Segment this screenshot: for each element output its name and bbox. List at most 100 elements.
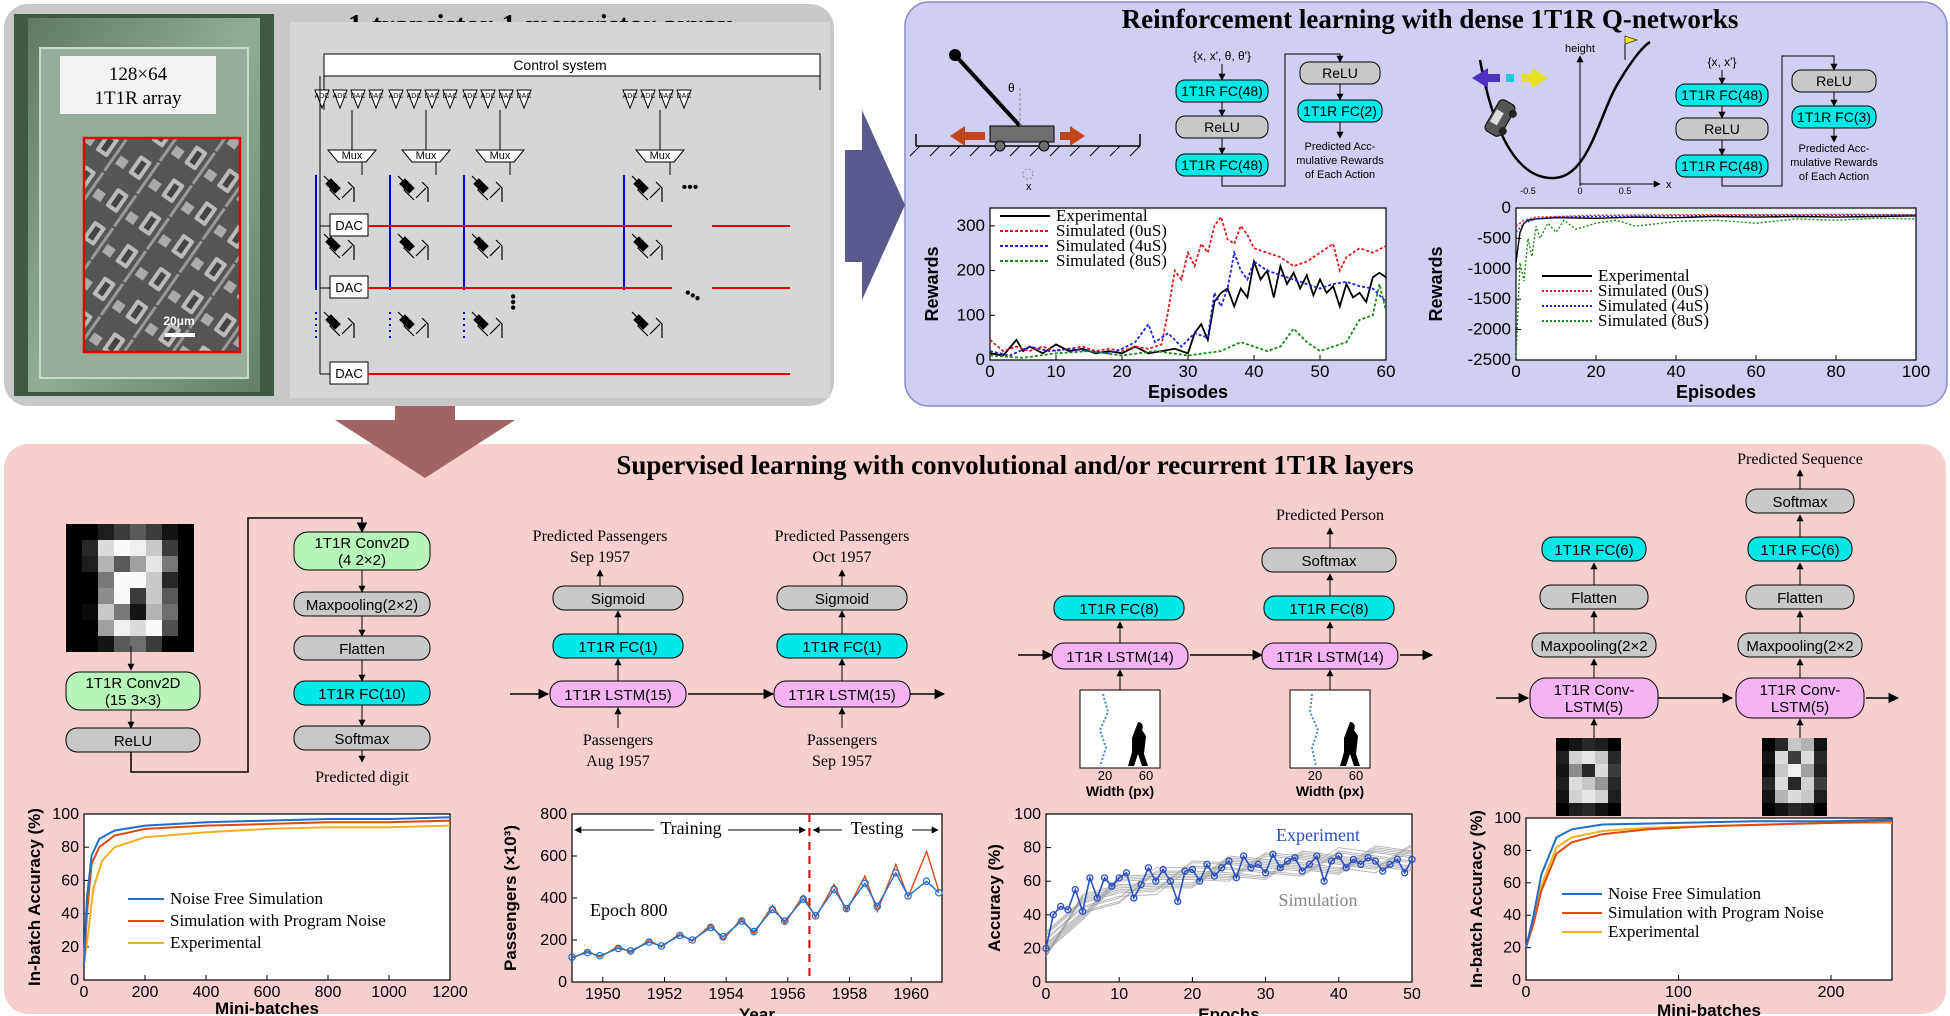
- cnn_accuracy-series-simulation-with-program-noise: [83, 819, 451, 964]
- digit-pixel: [98, 620, 114, 636]
- mountaincar_rewards-legend-label: Simulated (8uS): [1598, 311, 1709, 330]
- airline-lstm-network: Predicted Passengers Sep 1957 Sigmoid 1T…: [510, 528, 946, 770]
- adc-dac-symbol: [658, 89, 674, 110]
- cnn_accuracy-xtick-label: 400: [193, 984, 220, 1001]
- cnn_accuracy-ytick-label: 0: [70, 972, 79, 989]
- memristor-body: [399, 178, 415, 194]
- chip-photo: 128×64 1T1R array 20μm: [14, 14, 274, 396]
- gait-experiment-point: [1122, 869, 1131, 877]
- convlstm_accuracy-ytick-label: 60: [1503, 875, 1521, 892]
- mountaincar_rewards-xtick-label: 100: [1902, 362, 1930, 381]
- cnn-conv1-line1: 1T1R Conv2D: [85, 675, 180, 692]
- sequence-pixel: [1569, 751, 1582, 764]
- mc-relu1-label: ReLU: [1704, 121, 1740, 137]
- gait-experiment-point: [1305, 860, 1314, 869]
- digit-pixel: [178, 540, 194, 556]
- gait-experiment-point: [1364, 854, 1372, 862]
- digit-pixel: [130, 556, 146, 572]
- gait-experiment-point: [1188, 865, 1197, 874]
- digit-pixel: [178, 636, 194, 652]
- sequence-pixel: [1569, 738, 1582, 751]
- sequence-pixel: [1775, 764, 1788, 777]
- gait-experiment-point: [1203, 860, 1211, 869]
- sequence-pixel: [1582, 790, 1595, 803]
- sequence-pixel: [1582, 777, 1595, 790]
- gait-experiment-point: [1327, 857, 1336, 865]
- mux-symbol: [326, 149, 378, 163]
- convlstm-flatten1-label: Flatten: [1571, 590, 1617, 607]
- adc-dac-symbol: [350, 89, 366, 110]
- gait-experiment-point: [1239, 852, 1248, 860]
- airline-prediction-point: [842, 904, 851, 913]
- gait-lstm-network: 1T1R LSTM(14) 1T1R FC(8) 1T1R LSTM(14) 1…: [1018, 507, 1434, 799]
- cartpole-state: {x, x', θ, θ'}: [1193, 49, 1251, 63]
- memristor-body: [325, 178, 341, 194]
- sequence-pixel: [1775, 751, 1788, 764]
- mux-symbol: [474, 149, 526, 163]
- digit-pixel: [130, 588, 146, 604]
- convlstm_accuracy-ytick-label: 20: [1503, 940, 1521, 957]
- gait_accuracy-ytick-label: 20: [1023, 940, 1041, 957]
- gait_accuracy-xtick-label: 30: [1257, 986, 1275, 1003]
- convlstm_accuracy-ytick-label: 0: [1512, 972, 1521, 989]
- digit-pixel: [82, 588, 98, 604]
- gait-experiment-point: [1335, 852, 1343, 860]
- airline-prediction-point: [830, 885, 838, 894]
- airline-prediction-point: [568, 953, 576, 962]
- convlstm_accuracy-ytick-label: 40: [1503, 907, 1521, 924]
- convlstm_accuracy-ylabel: In-batch Accuracy (%): [1467, 810, 1486, 988]
- cp-output-2: mulative Rewards: [1296, 155, 1384, 167]
- digit-pixel: [66, 604, 82, 620]
- dac-box-label: DAC: [335, 280, 362, 295]
- mc-x-axis-label: x: [1666, 179, 1672, 191]
- mc-output-2: mulative Rewards: [1790, 157, 1878, 169]
- training-label-bg: [654, 818, 728, 838]
- digit-pixel: [98, 556, 114, 572]
- cnn-conv1: [65, 671, 201, 711]
- gait_accuracy-xtick-label: 10: [1110, 986, 1128, 1003]
- memristor-body: [633, 314, 649, 330]
- cartpole_rewards-frame: [989, 207, 1387, 361]
- cp-fc-out-label: 1T1R FC(2): [1303, 103, 1377, 119]
- gait-fc2: [1263, 595, 1395, 621]
- digit-pixel: [130, 636, 146, 652]
- sequence-pixel: [1569, 777, 1582, 790]
- gait-experiment-point: [1313, 852, 1321, 860]
- gait1-xlabel: Width (px): [1086, 783, 1154, 799]
- airline-prediction-point: [750, 927, 758, 936]
- airline-prediction-point: [614, 944, 623, 953]
- digit-pixel: [130, 620, 146, 636]
- air-out1-line1: Predicted Passengers: [533, 528, 668, 545]
- airline_passengers-ytick-label: 200: [540, 932, 567, 949]
- cp-relu1-label: ReLU: [1204, 119, 1240, 135]
- sequence-pixel: [1814, 751, 1827, 764]
- sequence-pixel: [1762, 751, 1775, 764]
- gait-fc1: [1053, 595, 1185, 621]
- gait-experiment-point: [1408, 855, 1416, 864]
- chip-label-type: 1T1R array: [94, 88, 182, 109]
- sequence-pixel: [1762, 777, 1775, 790]
- gait_accuracy-series-experiment: [1045, 852, 1413, 949]
- convlstm-cell1-line2: LSTM(5): [1565, 699, 1623, 716]
- arrow-to-sl-icon: [335, 406, 515, 478]
- airline_passengers-ylabel: Passengers (×10³): [501, 825, 520, 971]
- adc-dac-label: DAC: [369, 93, 384, 100]
- cartpole_rewards-ytick-label: 100: [957, 305, 985, 324]
- sequence-pixel: [1788, 790, 1801, 803]
- cnn-conv2-line1: 1T1R Conv2D: [314, 535, 409, 552]
- adc-dac-symbol: [498, 89, 514, 110]
- digit-pixel: [114, 604, 130, 620]
- sequence-pixel: [1608, 764, 1621, 777]
- gait-simulation-run: [1045, 852, 1413, 941]
- sequence-pixel: [1608, 777, 1621, 790]
- gait-experiment-point: [1196, 877, 1204, 885]
- airline-prediction-point: [780, 917, 789, 925]
- sequence-pixel: [1814, 777, 1827, 790]
- mc-tick-pos: 0.5: [1619, 186, 1632, 196]
- digit-pixel: [82, 556, 98, 572]
- air-sigmoid1-label: Sigmoid: [591, 591, 645, 608]
- height-axis-label: height: [1565, 43, 1595, 55]
- adc-dac-label: DAC: [677, 93, 692, 100]
- cnn_accuracy-ylabel: In-batch Accuracy (%): [25, 808, 44, 986]
- sequence-pixel: [1801, 764, 1814, 777]
